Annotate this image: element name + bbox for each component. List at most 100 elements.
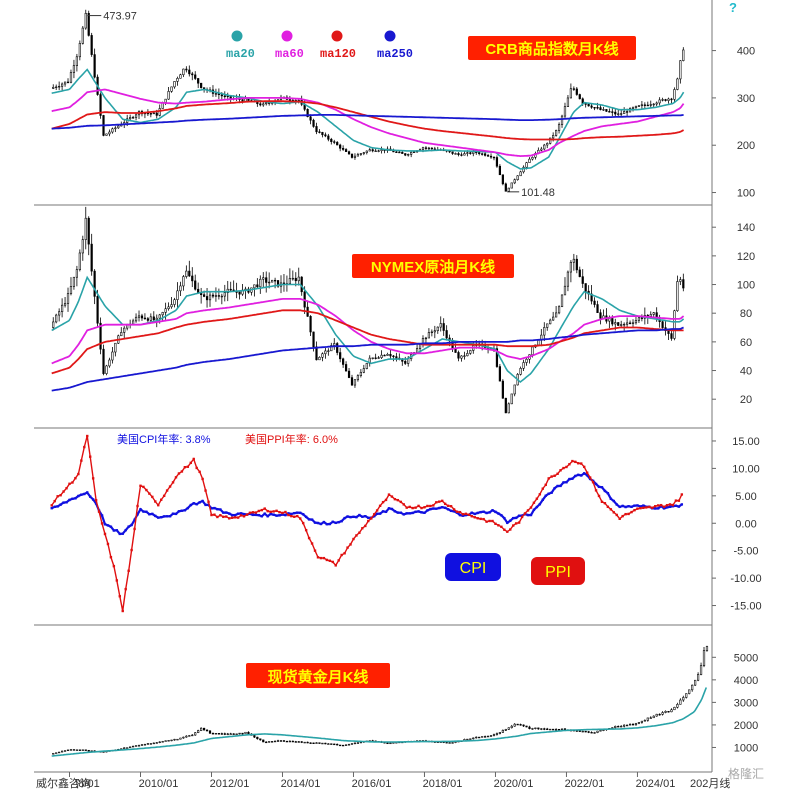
gold-candle-body (271, 741, 274, 743)
crb-candle-body (501, 174, 504, 185)
oil-candle-body (102, 348, 105, 374)
gold-candle-body (537, 727, 540, 730)
gold-candle-body (220, 733, 223, 735)
oil-candle-body (670, 333, 673, 339)
oil-candle-body (123, 327, 126, 333)
crb-candle-body (155, 112, 158, 116)
gold-candle-body (593, 732, 596, 734)
crb-candle-body (682, 49, 685, 61)
oil-candle-body (52, 321, 55, 328)
crb-candle-body (374, 150, 377, 152)
oil-candle-body (105, 365, 108, 374)
oil-candle-body (552, 316, 555, 321)
gold-candle-body (617, 725, 620, 728)
crb-candle-body (528, 158, 531, 163)
gold-candle-body (256, 736, 259, 740)
gold-candle-body (528, 726, 531, 729)
crb-candle-body (179, 74, 182, 79)
crb-candle-body (540, 148, 543, 151)
gold-candle-body (129, 746, 132, 749)
oil-candle-body (131, 320, 135, 325)
oil-candle-body (185, 270, 188, 277)
crb-candle-body (634, 105, 638, 109)
help-icon[interactable]: ? (729, 0, 737, 15)
crb-candle-body (611, 111, 614, 113)
oil-candles (52, 206, 685, 414)
oil-candle-body (288, 278, 291, 284)
oil-candle-body (513, 384, 516, 395)
oil-candle-body (463, 355, 466, 357)
gold-candle-body (55, 752, 58, 754)
gold-candle-body (667, 710, 670, 713)
oil-ytick-label: 20 (740, 394, 752, 406)
crb-candle-body (75, 56, 78, 66)
gold-candle-body (288, 740, 291, 743)
gold-candle-body (217, 733, 220, 735)
gold-candle-body (87, 749, 90, 752)
crb-candle-body (134, 114, 138, 118)
crb-ma60-line (51, 88, 685, 158)
oil-candle-body (392, 355, 395, 358)
oil-candle-body (676, 281, 679, 312)
oil-candle-body (182, 276, 185, 287)
oil-candle-body (120, 332, 123, 337)
crb-candle-body (223, 95, 226, 98)
crb-ytick-label: 100 (737, 188, 755, 200)
oil-candle-body (566, 271, 570, 287)
crb-candle-body (164, 98, 167, 103)
gold-candle-body (333, 743, 336, 746)
oil-candle-body (457, 352, 460, 359)
gold-candle-body (226, 733, 229, 735)
crb-candle-body (365, 150, 368, 153)
oil-candle-body (560, 294, 564, 308)
ppi-line (51, 435, 683, 612)
gold-candle-body (81, 749, 84, 751)
crb-candle-body (617, 113, 620, 115)
crb-candle-body (129, 117, 132, 120)
oil-candle-body (114, 342, 117, 353)
gold-candle-body (69, 749, 73, 751)
gold-candle-body (543, 728, 546, 730)
oil-candle-body (549, 319, 552, 325)
oil-candle-body (188, 270, 191, 277)
oil-candle-body (631, 322, 635, 324)
crb-candle-body (563, 106, 567, 117)
gold-candle-body (170, 739, 173, 742)
oil-candle-body (61, 304, 64, 313)
crb-candle-body (52, 86, 55, 89)
oil-candle-body (617, 322, 620, 326)
gold-candle-body (173, 738, 176, 741)
crb-candle-body (590, 105, 593, 108)
oil-candle-body (667, 330, 670, 334)
gold-ytick-label: 1000 (734, 742, 758, 754)
gold-candle-body (531, 728, 534, 730)
oil-candle-body (569, 261, 572, 273)
crb-candle-body (543, 144, 546, 150)
gold-candle-body (300, 741, 303, 743)
crb-candle-body (413, 151, 416, 153)
crb-candle-body (69, 72, 73, 83)
oil-candle-body (596, 304, 599, 314)
gold-candle-body (294, 741, 297, 743)
gold-candle-body (146, 743, 149, 745)
cpi-ytick-label: 5.00 (735, 491, 756, 503)
oil-candle-body (537, 340, 540, 346)
gold-candle-body (620, 725, 623, 728)
crb-candle-body (327, 135, 330, 140)
crb-candle-body (410, 151, 413, 155)
crb-candle-body (229, 96, 232, 99)
cpi-markers (50, 472, 684, 536)
oil-candle-body (575, 258, 578, 271)
gold-candle-body (578, 730, 581, 732)
oil-candle-body (265, 277, 268, 283)
crb-candle-body (525, 162, 528, 168)
gold-candle-body (232, 733, 235, 735)
gold-candle-body (661, 712, 664, 715)
oil-candle-body (389, 354, 392, 357)
gold-candle-body (486, 735, 490, 738)
oil-candle-body (214, 295, 218, 297)
gold-candle-body (155, 742, 158, 744)
crb-candle-body (185, 68, 188, 71)
crb-candle-body (182, 68, 185, 76)
crb-candle-body (194, 74, 197, 79)
